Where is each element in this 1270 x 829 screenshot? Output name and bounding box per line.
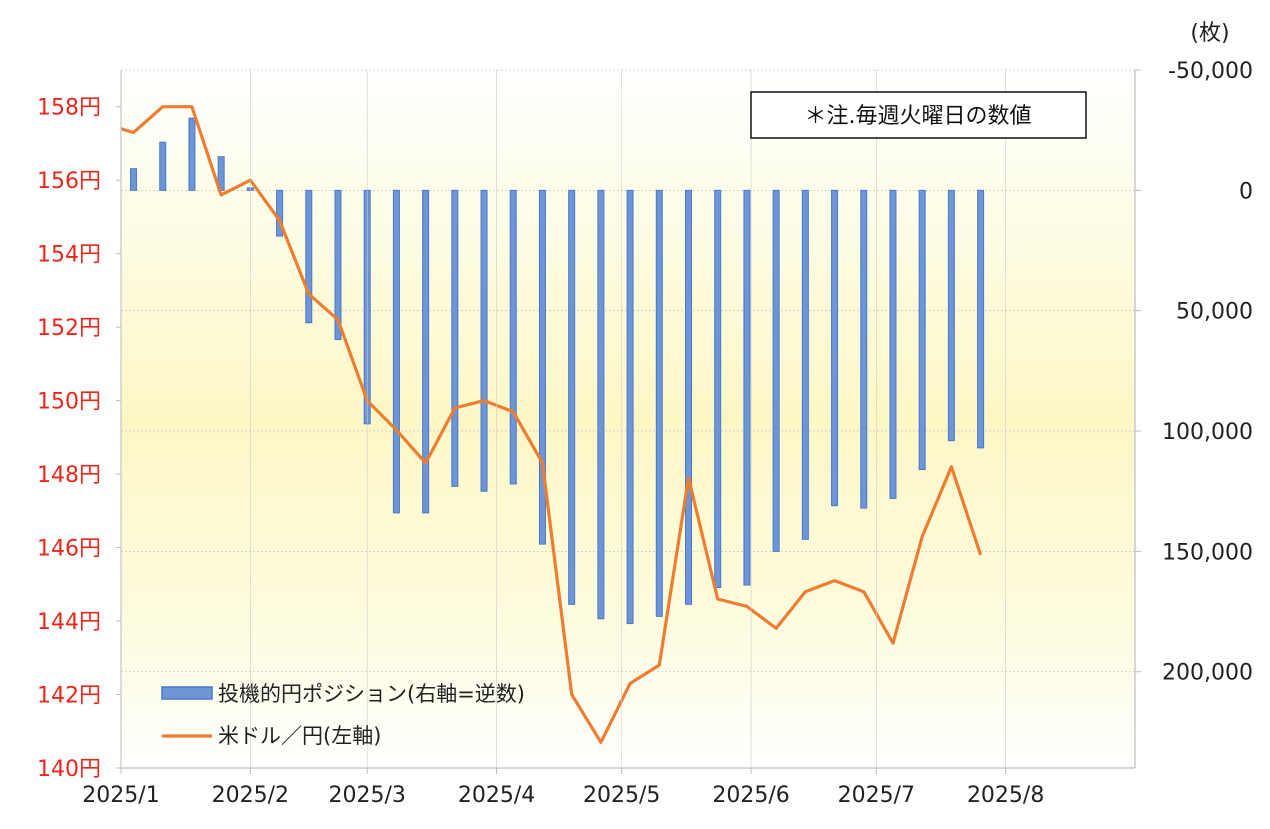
left-tick-label: 154円 [37,243,101,268]
left-axis-ticks: 140円 142円 144円 146円 148円 150円 152円 154円 156円 158円 [37,96,121,782]
x-tick-label: 2025/8 [967,783,1044,808]
bar [714,189,722,588]
right-tick-label: -50,000 [1168,59,1253,84]
bar [480,189,488,492]
left-tick-label: 156円 [37,169,101,194]
bar-series [130,117,985,625]
bar [538,189,546,545]
legend-line-label: 米ドル／円(左軸) [218,724,381,748]
bar [831,189,839,507]
left-tick-label: 158円 [37,96,101,121]
left-tick-label: 144円 [37,610,101,635]
bar [801,189,809,540]
x-tick-label: 2025/5 [583,783,660,808]
bar [860,189,868,509]
bar [889,189,897,499]
right-tick-label: 100,000 [1162,420,1253,445]
legend: 投機的円ポジション(右軸=逆数) 米ドル／円(左軸) [161,682,525,748]
bar [743,189,751,586]
bar [159,141,167,191]
right-axis-unit: (枚) [1190,21,1229,46]
legend-bar-label: 投機的円ポジション(右軸=逆数) [218,682,525,706]
bar [685,189,693,605]
right-tick-label: 150,000 [1162,540,1253,565]
bar [626,189,634,625]
left-tick-label: 150円 [37,390,101,415]
bar [977,189,985,449]
right-tick-label: 200,000 [1162,661,1253,686]
bar [130,168,138,191]
left-tick-label: 148円 [37,463,101,488]
x-tick-label: 2025/2 [212,783,289,808]
bar [509,189,517,485]
right-axis-ticks: -50,000 0 50,000 100,000 150,000 200,000 [1135,59,1253,686]
bar [947,189,955,442]
bar [334,189,342,341]
legend-bar-swatch [161,686,213,700]
bar [188,117,196,191]
bar [597,189,605,620]
x-tick-label: 2025/4 [458,783,535,808]
right-tick-label: 0 [1239,179,1253,204]
left-tick-label: 140円 [37,757,101,782]
bar [772,189,780,552]
bar [392,189,400,514]
x-tick-label: 2025/3 [328,783,405,808]
bar [568,189,576,605]
bar [305,189,313,324]
bar [918,189,926,471]
x-tick-label: 2025/7 [838,783,915,808]
x-tick-label: 2025/1 [82,783,159,808]
left-tick-label: 152円 [37,316,101,341]
x-axis-ticks: 2025/1 2025/2 2025/3 2025/4 2025/5 2025/6 2025… [82,70,1044,808]
note-text: ＊注.毎週火曜日の数値 [805,104,1032,129]
note-box: ＊注.毎週火曜日の数値 [750,91,1087,139]
bar [451,189,459,487]
bar [422,189,430,514]
left-tick-label: 142円 [37,684,101,709]
bar [276,189,284,237]
right-tick-label: 50,000 [1176,300,1253,325]
left-tick-label: 146円 [37,537,101,562]
bar [655,189,663,617]
x-tick-label: 2025/6 [712,783,789,808]
gridlines [121,69,1135,673]
